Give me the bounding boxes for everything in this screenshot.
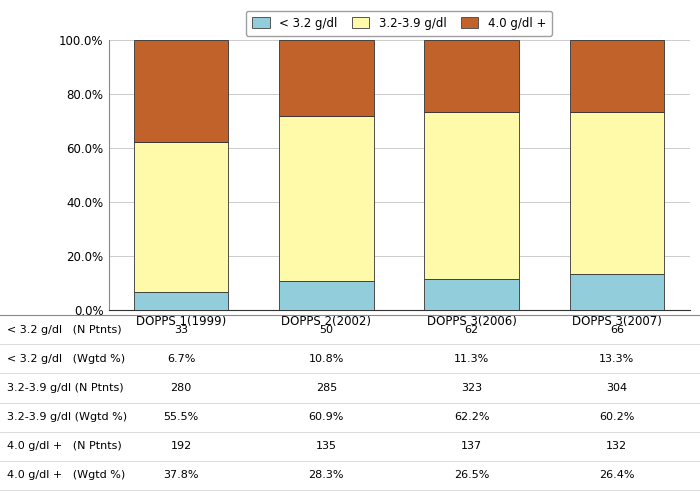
- Text: 3.2-3.9 g/dl (N Ptnts): 3.2-3.9 g/dl (N Ptnts): [7, 383, 124, 393]
- Text: 4.0 g/dl +   (Wgtd %): 4.0 g/dl + (Wgtd %): [7, 470, 125, 480]
- Text: 60.9%: 60.9%: [309, 412, 344, 422]
- Bar: [570, 40, 664, 112]
- Bar: [134, 40, 228, 142]
- Text: 11.3%: 11.3%: [454, 354, 489, 364]
- Text: 60.2%: 60.2%: [599, 412, 635, 422]
- Text: 66: 66: [610, 324, 624, 334]
- Text: 135: 135: [316, 441, 337, 451]
- Text: 285: 285: [316, 383, 337, 393]
- Text: < 3.2 g/dl   (Wgtd %): < 3.2 g/dl (Wgtd %): [7, 354, 125, 364]
- Text: 55.5%: 55.5%: [164, 412, 199, 422]
- Text: 62: 62: [465, 324, 479, 334]
- Text: 62.2%: 62.2%: [454, 412, 489, 422]
- Text: 132: 132: [606, 441, 627, 451]
- Text: 33: 33: [174, 324, 188, 334]
- Text: 4.0 g/dl +   (N Ptnts): 4.0 g/dl + (N Ptnts): [7, 441, 122, 451]
- Text: 10.8%: 10.8%: [309, 354, 344, 364]
- Bar: [279, 40, 374, 117]
- Text: 3.2-3.9 g/dl (Wgtd %): 3.2-3.9 g/dl (Wgtd %): [7, 412, 127, 422]
- Text: 280: 280: [171, 383, 192, 393]
- Text: 137: 137: [461, 441, 482, 451]
- Text: 323: 323: [461, 383, 482, 393]
- Bar: [279, 116, 374, 281]
- Bar: [134, 292, 228, 310]
- Bar: [279, 281, 374, 310]
- Bar: [424, 112, 519, 280]
- Bar: [570, 274, 664, 310]
- Legend: < 3.2 g/dl, 3.2-3.9 g/dl, 4.0 g/dl +: < 3.2 g/dl, 3.2-3.9 g/dl, 4.0 g/dl +: [246, 11, 552, 36]
- Text: 50: 50: [319, 324, 333, 334]
- Bar: [424, 40, 519, 112]
- Text: < 3.2 g/dl   (N Ptnts): < 3.2 g/dl (N Ptnts): [7, 324, 122, 334]
- Bar: [570, 112, 664, 274]
- Text: 26.4%: 26.4%: [599, 470, 635, 480]
- Bar: [424, 280, 519, 310]
- Text: 304: 304: [606, 383, 627, 393]
- Text: 37.8%: 37.8%: [163, 470, 199, 480]
- Text: 192: 192: [171, 441, 192, 451]
- Text: 6.7%: 6.7%: [167, 354, 195, 364]
- Text: 26.5%: 26.5%: [454, 470, 489, 480]
- Text: 28.3%: 28.3%: [309, 470, 344, 480]
- Text: 13.3%: 13.3%: [599, 354, 634, 364]
- Bar: [134, 142, 228, 292]
